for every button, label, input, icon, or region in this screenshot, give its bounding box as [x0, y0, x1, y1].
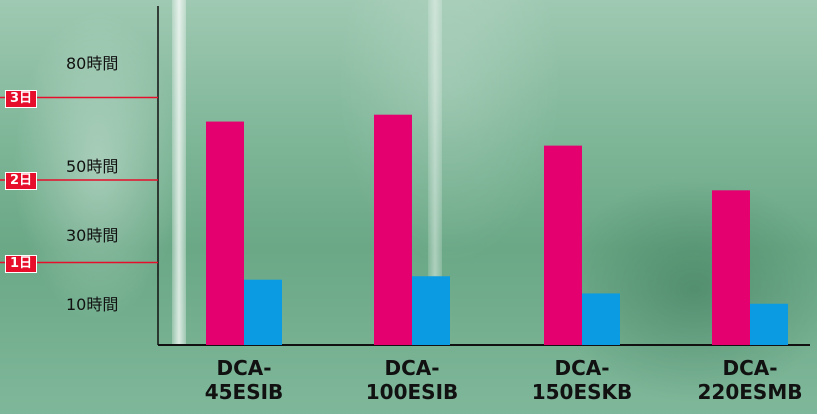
- bar-series-1-1: [374, 114, 412, 345]
- bar-series-1-2: [544, 145, 582, 345]
- bar-series-2-1: [412, 276, 450, 345]
- y-tick-label: 50時間: [66, 157, 119, 177]
- bar-series-2-2: [582, 293, 620, 345]
- x-category-label: DCA- 45ESIB: [204, 356, 284, 404]
- y-tick-label: 30時間: [66, 225, 119, 245]
- bar-series-2-0: [244, 279, 282, 345]
- x-category-label: DCA- 100ESIB: [365, 356, 459, 404]
- y-tick-label: 80時間: [66, 54, 119, 73]
- bar-series-1-0: [206, 121, 244, 345]
- background-tree-trunk: [428, 0, 442, 345]
- bar-series-1-3: [712, 190, 750, 345]
- x-category-label: DCA- 220ESMB: [697, 356, 803, 404]
- bar-series-2-3: [750, 303, 788, 345]
- day-marker-badge: 2日: [5, 172, 38, 190]
- day-marker-badge: 1日: [5, 254, 38, 273]
- y-tick-label: 10時間: [66, 294, 119, 314]
- day-marker-badge: 3日: [5, 89, 38, 108]
- background-tree-trunk: [172, 0, 186, 345]
- x-category-label: DCA- 150ESKB: [531, 356, 633, 404]
